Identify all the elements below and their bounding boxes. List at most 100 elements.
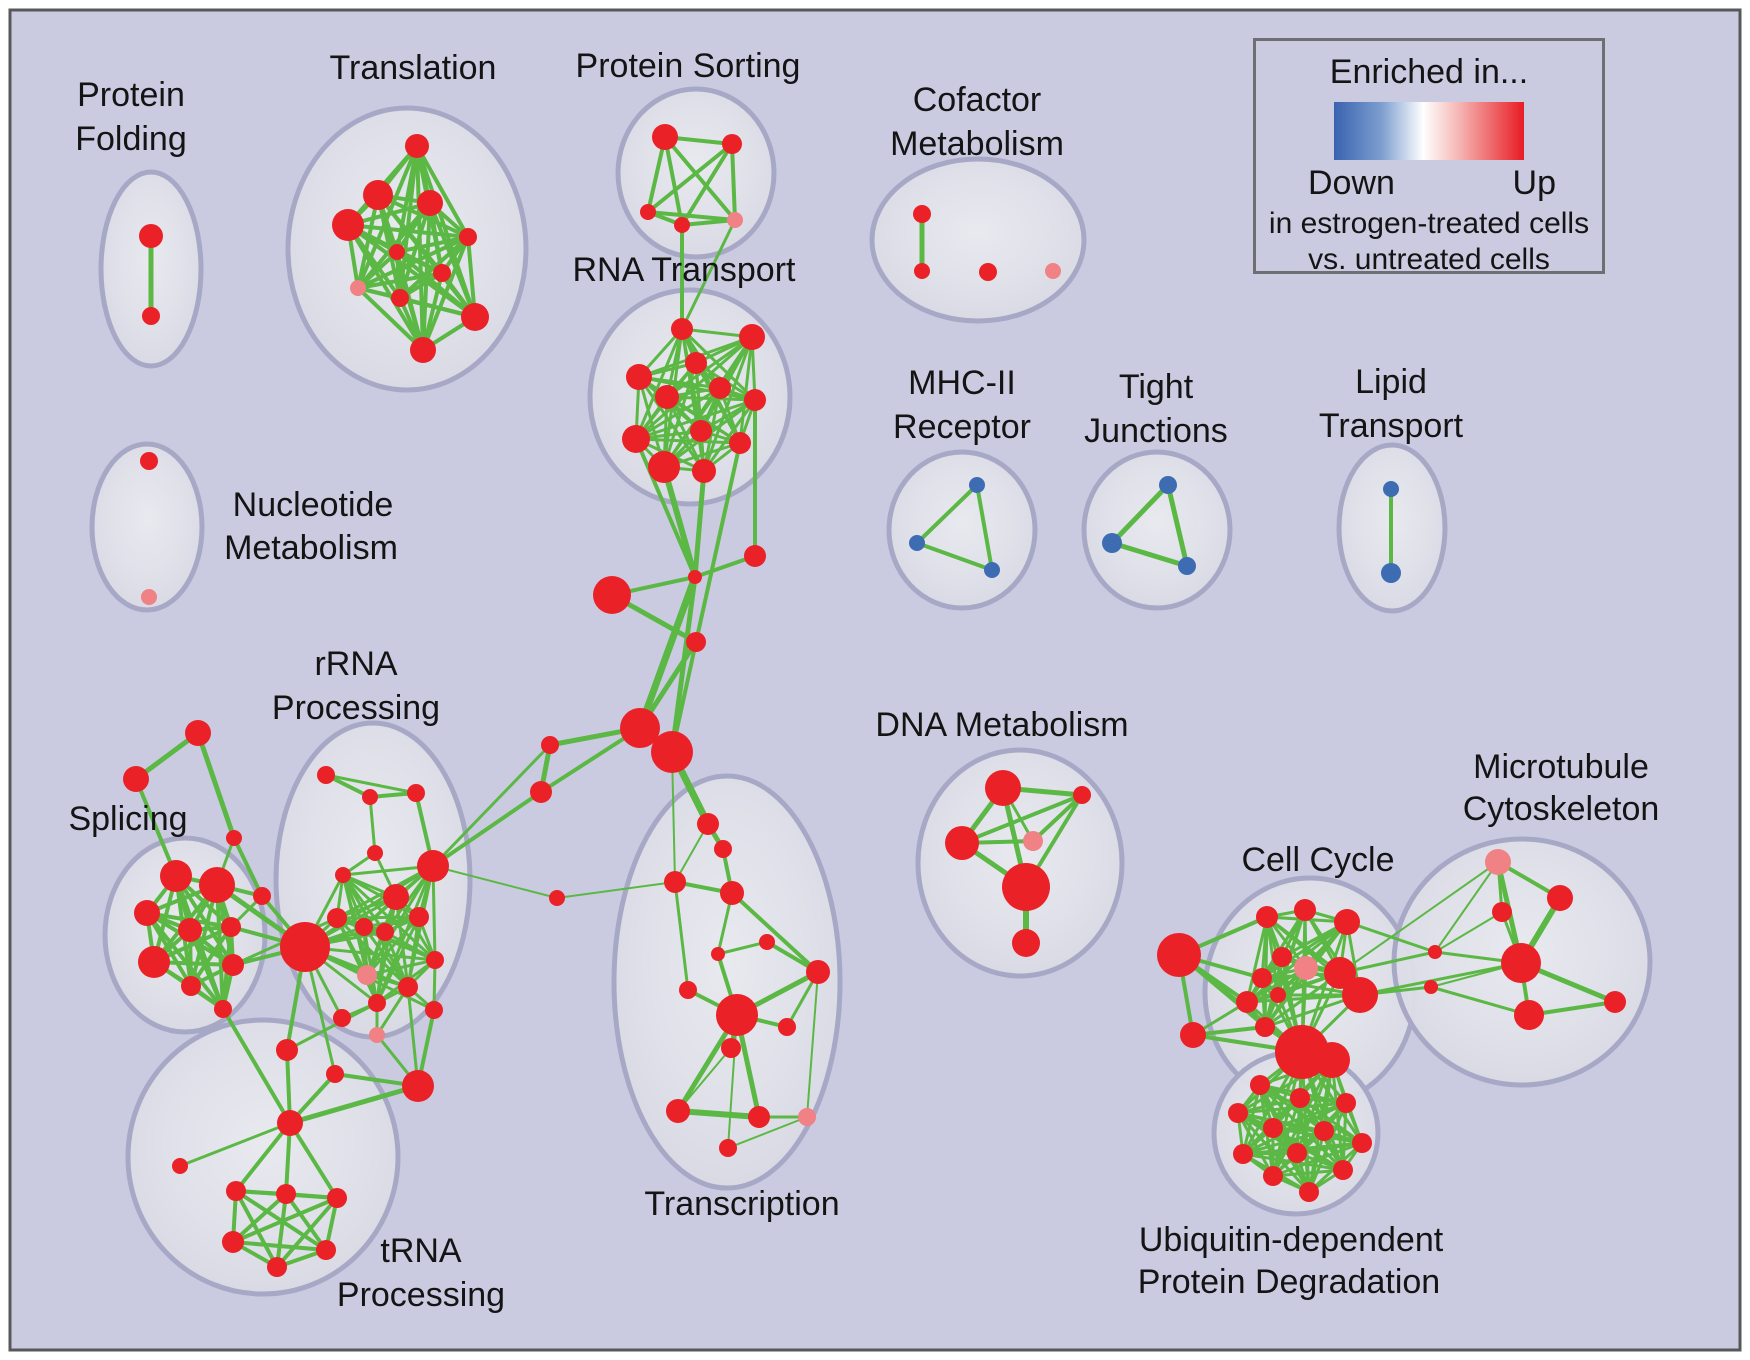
gene-set-node: [383, 884, 409, 910]
enrichment-edge: [365, 958, 437, 977]
gene-set-node: [748, 1106, 770, 1128]
gene-set-node: [1157, 933, 1201, 977]
gene-set-node: [276, 1184, 296, 1204]
enrichment-edge: [1271, 1168, 1345, 1178]
gene-set-node: [178, 918, 202, 942]
gene-set-node: [1299, 1182, 1319, 1202]
cluster-label: RNA Transport: [573, 251, 797, 289]
enrichment-edge: [663, 135, 684, 227]
gene-set-node: [714, 840, 732, 858]
gene-set-node: [945, 826, 979, 860]
enrichment-edge: [1338, 950, 1437, 975]
enrichment-edge: [431, 790, 543, 868]
gene-set-node: [1045, 263, 1061, 279]
legend-title: Enriched in...: [1329, 53, 1529, 91]
cluster-label: Receptor: [893, 408, 1031, 446]
gene-set-node: [778, 1018, 796, 1036]
enrichment-edge: [356, 144, 419, 290]
gene-set-node: [721, 1038, 741, 1058]
gene-set-node: [1485, 849, 1511, 875]
gene-set-node: [798, 1108, 816, 1126]
gene-set-node: [181, 976, 201, 996]
enrichment-edge: [1031, 793, 1084, 843]
cluster-label: Ubiquitin-dependent: [1139, 1221, 1444, 1259]
cluster-label: MHC-II: [908, 364, 1016, 402]
enrichment-edge: [730, 891, 820, 974]
enrichment-edge: [702, 386, 722, 473]
cluster-label: Junctions: [1084, 412, 1228, 450]
enrichment-edge: [694, 441, 742, 644]
cluster-label: Lipid: [1355, 363, 1427, 401]
gene-set-node: [253, 887, 271, 905]
gene-set-node: [806, 960, 830, 984]
enrichment-edge: [1236, 1096, 1302, 1115]
gene-set-node: [1547, 885, 1573, 911]
enrichment-edge: [284, 1192, 328, 1252]
gene-set-node: [1159, 476, 1177, 494]
gene-set-node: [362, 789, 378, 805]
enrichment-edge: [637, 375, 706, 473]
gene-set-node: [267, 1257, 287, 1277]
gene-set-node: [744, 545, 766, 567]
enrichment-edge: [1339, 861, 1499, 974]
cluster-label: Metabolism: [224, 529, 398, 567]
enrichment-edge: [702, 398, 757, 473]
gene-set-node: [214, 1000, 232, 1018]
gene-set-node: [1342, 977, 1378, 1013]
gene-set-node: [280, 922, 330, 972]
enrichment-edge: [365, 915, 421, 977]
enrichment-edge: [634, 437, 742, 445]
legend-caption-line1: in estrogen-treated cells: [1268, 207, 1590, 240]
gene-set-node: [688, 570, 702, 584]
gene-set-node: [666, 1099, 690, 1123]
enrichment-edge: [556, 881, 676, 899]
enrichment-edge: [231, 1196, 339, 1244]
enrichment-edge: [680, 327, 706, 473]
gene-set-node: [410, 337, 436, 363]
enrichment-edge: [231, 1240, 328, 1252]
gene-set-node: [1492, 902, 1512, 922]
cluster-label: Nucleotide: [233, 486, 394, 524]
gene-set-node: [652, 124, 678, 150]
gene-set-node: [222, 1231, 244, 1253]
enrichment-edge: [702, 335, 754, 473]
enrichment-edge: [663, 135, 737, 222]
gene-set-node: [141, 589, 157, 605]
gene-set-node: [655, 385, 679, 409]
enrichment-edge: [677, 1047, 732, 1112]
gene-set-node: [1236, 991, 1258, 1013]
gene-set-node: [744, 389, 766, 411]
gene-set-node: [1228, 1103, 1248, 1123]
gene-set-node: [720, 881, 744, 905]
enrichment-edge: [646, 210, 737, 222]
gene-set-node: [1424, 980, 1438, 994]
enrichment-edge: [960, 793, 1084, 845]
enrichment-edge: [646, 142, 734, 214]
gene-set-node: [1023, 831, 1043, 851]
cluster-label: Microtubule: [1473, 748, 1649, 786]
gene-set-node: [1383, 481, 1399, 497]
enrichment-edge: [356, 235, 470, 290]
gene-set-node: [1102, 533, 1122, 553]
enrichment-edge: [806, 971, 819, 1118]
gene-set-node: [327, 908, 347, 928]
enrichment-edge: [174, 874, 235, 967]
enrichment-edge: [1295, 1141, 1364, 1155]
gene-set-node: [1294, 956, 1318, 980]
enrichment-edge: [368, 795, 377, 855]
legend-down-label: Down: [1308, 164, 1395, 202]
enrichment-edge: [134, 777, 178, 878]
enrichment-edge: [673, 880, 690, 992]
enrichment-edge: [375, 930, 387, 1005]
enrichment-edge: [671, 751, 676, 883]
gene-set-node: [1381, 563, 1401, 583]
enrichment-edge: [346, 223, 425, 352]
gene-set-node: [160, 860, 192, 892]
legend-gradient-bar: [1334, 102, 1524, 160]
gene-set-node: [405, 134, 429, 158]
gene-set-node: [1352, 1133, 1372, 1153]
enrichment-edge: [1260, 920, 1349, 980]
cluster-label: tRNA: [380, 1232, 462, 1270]
gene-set-node: [1002, 863, 1050, 911]
gene-set-node: [1233, 1144, 1253, 1164]
